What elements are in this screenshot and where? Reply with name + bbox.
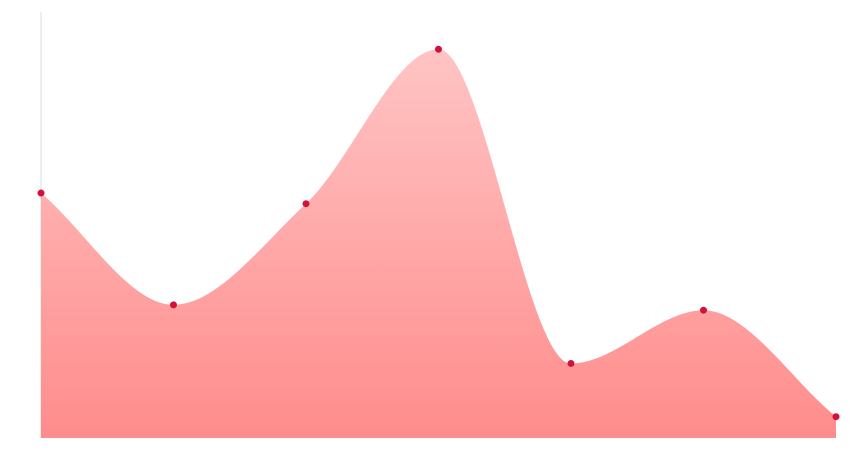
data-point-5[interactable] (700, 306, 707, 314)
data-point-0[interactable] (37, 189, 45, 197)
data-point-3[interactable] (435, 45, 442, 53)
data-point-1[interactable] (170, 301, 177, 309)
data-points (37, 45, 840, 421)
area-series (41, 49, 836, 439)
data-point-4[interactable] (567, 359, 575, 367)
data-point-2[interactable] (302, 200, 310, 208)
data-point-6[interactable] (832, 413, 840, 421)
